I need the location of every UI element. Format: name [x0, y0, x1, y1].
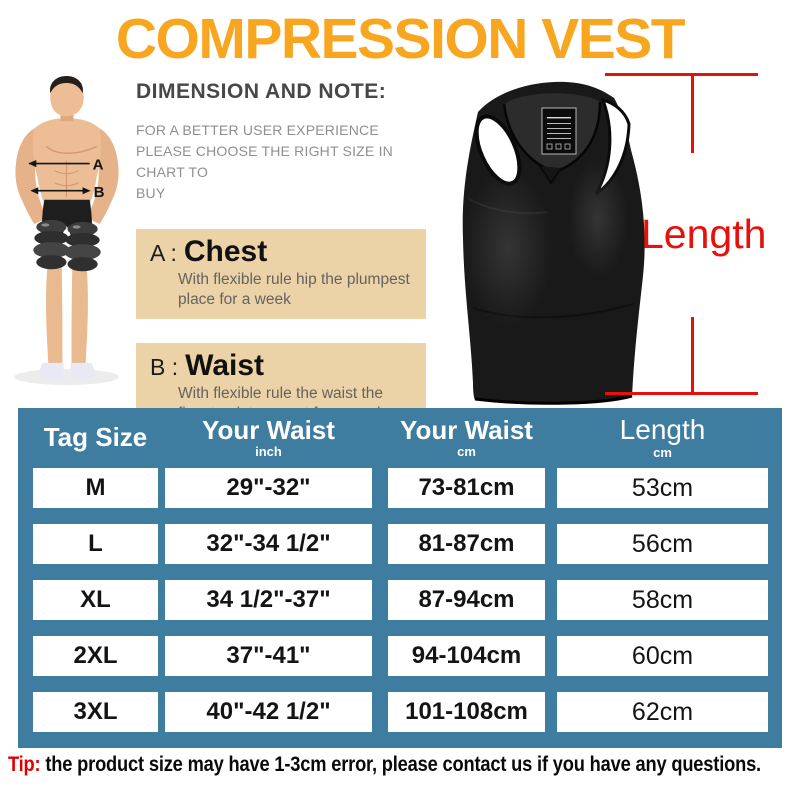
length-line-bottom-bar: [605, 392, 758, 395]
header-tag-size: Tag Size: [43, 422, 148, 453]
length-label: Length: [641, 211, 767, 257]
measure-heading: B : Waist: [150, 349, 416, 383]
table-row: L 32"-34 1/2" 81-87cm 56cm: [18, 524, 782, 564]
cell-length: 60cm: [557, 636, 768, 676]
length-line-bottom-stem: [691, 317, 694, 394]
dumbbell-left: [33, 219, 70, 270]
chest-label: A: [93, 157, 104, 174]
cell-size: M: [33, 468, 158, 508]
table-row: XL 34 1/2"-37" 87-94cm 58cm: [18, 580, 782, 620]
figure-shadow: [14, 368, 119, 385]
cell-size: 2XL: [33, 636, 158, 676]
figure-hair: [50, 76, 83, 94]
tip-prefix: Tip:: [8, 753, 41, 776]
vest-product-image: [462, 81, 645, 405]
cell-size: XL: [33, 580, 158, 620]
length-line-top-stem: [691, 73, 694, 153]
cell-waist-inch: 29"-32": [165, 468, 372, 508]
table-row: M 29"-32" 73-81cm 53cm: [18, 468, 782, 508]
measure-name: Waist: [185, 349, 265, 383]
cell-waist-inch: 32"-34 1/2": [165, 524, 372, 564]
note-heading: DIMENSION AND NOTE:: [136, 80, 387, 103]
cell-waist-inch: 34 1/2"-37": [165, 580, 372, 620]
cell-waist-cm: 81-87cm: [388, 524, 545, 564]
cell-size: L: [33, 524, 158, 564]
size-chart-table: Tag Size Your Waist inch Your Waist cm L…: [18, 408, 782, 748]
tip-text: the product size may have 1-3cm error, p…: [40, 753, 761, 776]
cell-length: 62cm: [557, 692, 768, 732]
cell-waist-cm: 94-104cm: [388, 636, 545, 676]
waist-measure-arrow: [30, 187, 91, 195]
chest-measure-arrow: [28, 160, 90, 168]
measure-box-chest: A : Chest With flexible rule hip the plu…: [136, 229, 426, 320]
note-description-line: PLEASE CHOOSE THE RIGHT SIZE IN CHART TO: [136, 143, 393, 180]
waist-label: B: [94, 184, 105, 201]
cell-waist-cm: 87-94cm: [388, 580, 545, 620]
table-row: 3XL 40"-42 1/2" 101-108cm 62cm: [18, 692, 782, 732]
note-description-line: FOR A BETTER USER EXPERIENCE: [136, 122, 379, 138]
cell-waist-cm: 73-81cm: [388, 468, 545, 508]
cell-length: 56cm: [557, 524, 768, 564]
measure-heading: A : Chest: [150, 235, 416, 269]
table-body: M 29"-32" 73-81cm 53cm L 32"-34 1/2" 81-…: [18, 462, 782, 732]
measure-letter: B :: [150, 354, 179, 381]
cell-length: 58cm: [557, 580, 768, 620]
tip-note: Tip: the product size may have 1-3cm err…: [8, 753, 761, 777]
care-label: [541, 107, 577, 155]
measure-description: With flexible rule hip the plumpest plac…: [178, 271, 410, 309]
note-description-line: BUY: [136, 185, 166, 201]
page-title: COMPRESSION VEST: [115, 7, 686, 71]
note-description: FOR A BETTER USER EXPERIENCE PLEASE CHOO…: [136, 120, 436, 204]
cell-size: 3XL: [33, 692, 158, 732]
header-length-cm: Length cm: [619, 413, 706, 460]
dumbbell-right: [64, 221, 101, 272]
figure-head: [50, 78, 84, 117]
table-row: 2XL 37"-41" 94-104cm 60cm: [18, 636, 782, 676]
cell-waist-inch: 40"-42 1/2": [165, 692, 372, 732]
table-header-row: Tag Size Your Waist inch Your Waist cm L…: [18, 408, 782, 462]
measure-letter: A :: [150, 240, 177, 266]
header-waist-cm: Your Waist cm: [400, 415, 533, 459]
length-line-top-bar: [605, 73, 758, 76]
male-figure-illustration: A B: [14, 76, 119, 385]
header-waist-inch: Your Waist inch: [202, 415, 335, 459]
cell-waist-inch: 37"-41": [165, 636, 372, 676]
cell-waist-cm: 101-108cm: [388, 692, 545, 732]
cell-length: 53cm: [557, 468, 768, 508]
measure-name: Chest: [183, 235, 268, 268]
